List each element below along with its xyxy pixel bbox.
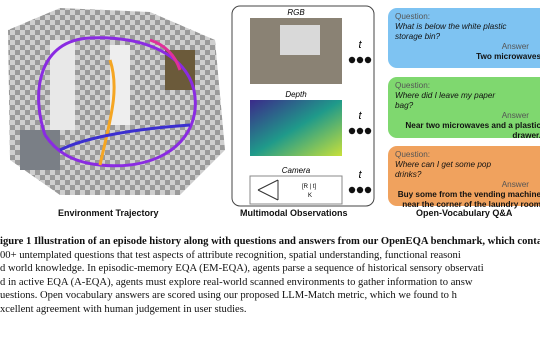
qa-card: Question: What is below the white plastic… (388, 8, 540, 68)
question-label: Question: (395, 12, 431, 21)
answer-label: Answer (501, 180, 529, 189)
panel-label: Environment Trajectory (58, 208, 159, 218)
observations-frame (231, 5, 375, 207)
panel-label: Multimodal Observations (240, 208, 348, 218)
depth-image (250, 100, 342, 156)
observation-labels: RGB Depth Camera t t t [R | t] K (282, 8, 363, 199)
question-text: Where did I leave my paper bag? (395, 91, 496, 110)
time-label: t (358, 169, 362, 181)
depth-label: Depth (285, 90, 307, 99)
qa-card: Question: Where did I leave my paper bag?… (388, 77, 540, 140)
caption-line: xcellent agreement with human judgement … (0, 303, 247, 315)
camera-diagram (249, 175, 343, 205)
question-label: Question: (395, 81, 431, 90)
intrinsic-label: K (308, 193, 312, 199)
time-dots (348, 56, 372, 194)
answer-text: Two microwaves (476, 52, 540, 61)
qa-card: Question: Where can I get some pop drinks… (388, 146, 540, 209)
time-label: t (358, 110, 362, 122)
question-label: Question: (395, 150, 431, 159)
caption-line: d in active EQA (A-EQA), agents must exp… (0, 276, 473, 288)
camera-frustum (257, 179, 279, 201)
caption-line: uestions. Open vocabulary answers are sc… (0, 290, 457, 301)
answer-text: Near two microwaves and a plastic drawer… (405, 121, 540, 140)
caption-line: 00+ untemplated questions that test aspe… (0, 249, 461, 261)
panel-label: Open-Vocabulary Q&A (416, 208, 513, 218)
figure-graphics: RGB Depth Camera t t t [R | t] K (8, 5, 375, 207)
environment-scan (8, 8, 225, 195)
time-label: t (358, 39, 362, 51)
caption-line: d world knowledge. In episodic-memory EQ… (0, 263, 484, 274)
question-text: Where can I get some pop drinks? (395, 160, 492, 179)
caption-line: igure 1 Illustration of an episode histo… (0, 236, 540, 247)
rgb-detail (280, 25, 320, 55)
rgb-label: RGB (287, 8, 305, 17)
answer-label: Answer (501, 42, 529, 51)
camera-label: Camera (282, 166, 311, 175)
answer-text: Buy some from the vending machine near t… (397, 190, 540, 209)
question-text: What is below the white plastic storage … (395, 22, 507, 41)
extrinsic-label: [R | t] (302, 184, 317, 190)
answer-label: Answer (501, 111, 529, 120)
